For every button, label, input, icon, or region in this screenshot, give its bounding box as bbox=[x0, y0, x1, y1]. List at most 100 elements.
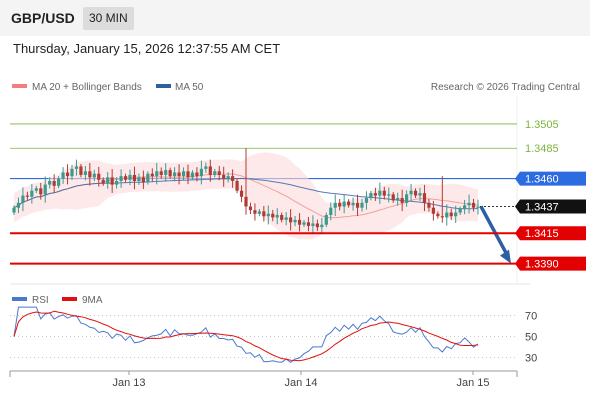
candle bbox=[164, 163, 168, 182]
candle bbox=[320, 217, 324, 234]
candle bbox=[235, 178, 239, 194]
candle bbox=[382, 186, 386, 200]
chart-datetime: Thursday, January 15, 2026 12:37:55 AM C… bbox=[13, 41, 281, 56]
ma9-legend-label: 9MA bbox=[82, 295, 103, 306]
rsi-ma9-line bbox=[13, 310, 479, 362]
x-tick-label: Jan 14 bbox=[284, 377, 317, 389]
candle bbox=[226, 172, 230, 183]
candle bbox=[43, 176, 47, 203]
candle bbox=[360, 198, 364, 212]
candle bbox=[284, 212, 288, 226]
candle bbox=[97, 166, 101, 187]
candle bbox=[88, 163, 92, 186]
ma50-legend-swatch bbox=[156, 84, 171, 88]
candle bbox=[106, 172, 110, 189]
candle bbox=[280, 212, 284, 223]
candle bbox=[463, 199, 467, 215]
level-label: 1.3437 bbox=[525, 202, 559, 214]
candle bbox=[338, 198, 342, 211]
candle bbox=[21, 187, 25, 212]
rsi-line bbox=[13, 306, 479, 364]
candle bbox=[231, 169, 235, 188]
candle bbox=[471, 198, 476, 212]
candle bbox=[168, 167, 172, 179]
candle bbox=[128, 169, 132, 186]
candles bbox=[12, 148, 480, 235]
candle bbox=[476, 199, 480, 215]
candle bbox=[347, 199, 351, 208]
level-tag-pivot bbox=[515, 171, 586, 186]
candle bbox=[324, 212, 328, 228]
forecast-arrow bbox=[479, 205, 511, 264]
candle bbox=[155, 163, 159, 185]
candle bbox=[311, 215, 315, 235]
candle bbox=[342, 194, 346, 214]
candle bbox=[34, 185, 38, 194]
candle bbox=[387, 187, 391, 203]
candle bbox=[61, 167, 65, 184]
candle bbox=[101, 177, 105, 186]
candle bbox=[204, 162, 208, 173]
candle bbox=[119, 169, 123, 188]
research-credit: Research © 2026 Trading Central bbox=[431, 82, 580, 93]
candle bbox=[422, 184, 427, 212]
level-tag-support bbox=[515, 256, 586, 271]
level-tag-support bbox=[515, 226, 586, 241]
candle bbox=[25, 191, 29, 201]
rsi-legend-label: RSI bbox=[32, 295, 49, 306]
level-tag-current bbox=[515, 199, 586, 214]
candle bbox=[52, 174, 56, 193]
candle bbox=[306, 216, 311, 232]
candle bbox=[373, 187, 377, 201]
timeframe-button[interactable]: 30 MIN bbox=[83, 7, 134, 30]
candle bbox=[289, 209, 293, 231]
bollinger-legend-label: MA 20 + Bollinger Bands bbox=[32, 82, 142, 93]
candle bbox=[418, 187, 422, 201]
candle bbox=[16, 197, 21, 214]
candle bbox=[333, 194, 337, 216]
candle bbox=[208, 159, 212, 182]
rsi-panel: 70 50 30 bbox=[10, 306, 537, 365]
candle bbox=[199, 160, 203, 185]
candle bbox=[409, 183, 413, 202]
bollinger-legend-swatch bbox=[12, 84, 27, 88]
candle bbox=[137, 173, 141, 185]
candle bbox=[70, 164, 74, 181]
candle bbox=[431, 200, 435, 221]
candle bbox=[445, 204, 449, 226]
top-bar: GBP/USD 30 MIN bbox=[0, 0, 590, 36]
x-tick-label: Jan 15 bbox=[456, 377, 489, 389]
candle bbox=[253, 203, 257, 221]
candle bbox=[427, 198, 431, 212]
candle bbox=[396, 192, 400, 206]
candle bbox=[150, 168, 154, 182]
ma50-legend-label: MA 50 bbox=[175, 82, 204, 93]
level-label: 1.3485 bbox=[525, 143, 559, 155]
candle bbox=[329, 202, 333, 221]
candle bbox=[436, 211, 440, 219]
candle bbox=[213, 168, 217, 178]
candle bbox=[391, 191, 395, 203]
level-label: 1.3390 bbox=[525, 259, 559, 271]
ma9-legend-swatch bbox=[62, 297, 77, 301]
candle bbox=[132, 166, 137, 190]
candle bbox=[449, 208, 453, 221]
candle bbox=[275, 208, 279, 225]
level-label: 1.3505 bbox=[525, 119, 559, 131]
level-label: 1.3415 bbox=[525, 228, 559, 240]
rsi-tick-label: 50 bbox=[525, 332, 537, 344]
candle bbox=[30, 183, 34, 204]
candle bbox=[266, 205, 270, 225]
candle bbox=[190, 170, 195, 180]
candle bbox=[262, 206, 266, 222]
candle bbox=[355, 194, 360, 216]
candle bbox=[217, 165, 221, 181]
instrument-name: GBP/USD bbox=[11, 10, 75, 26]
candle bbox=[458, 206, 462, 215]
candle bbox=[115, 177, 119, 189]
candle bbox=[244, 148, 248, 215]
candle bbox=[79, 164, 83, 178]
candle bbox=[378, 182, 382, 204]
candle bbox=[186, 164, 190, 185]
